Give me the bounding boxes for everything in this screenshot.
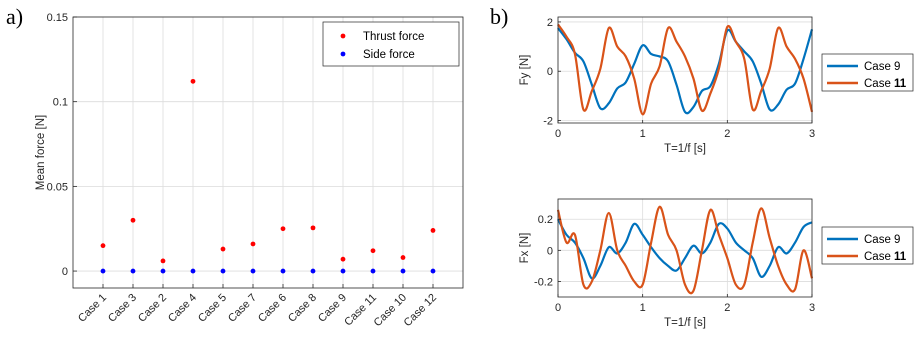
data-point-thrust-force <box>190 78 196 84</box>
data-point-side-force <box>190 268 196 274</box>
x-tick-label: Case 6 <box>256 292 289 325</box>
data-point-side-force <box>280 268 286 274</box>
x-tick-label: 2 <box>724 128 730 140</box>
y-tick-label: 0 <box>547 245 553 257</box>
data-point-side-force <box>220 268 226 274</box>
data-point-thrust-force <box>310 225 316 231</box>
legend-box <box>821 226 914 265</box>
legend-label-number: 9 <box>894 61 900 73</box>
x-tick-label: 1 <box>640 302 646 314</box>
x-tick-label: 3 <box>809 128 815 140</box>
legend-marker <box>340 51 346 57</box>
data-point-thrust-force <box>160 258 166 264</box>
x-axis-label: T=1/f [s] <box>664 317 706 329</box>
data-point-thrust-force <box>430 228 436 233</box>
data-point-side-force <box>370 268 376 274</box>
legend-box-a <box>322 21 460 67</box>
axes-frame <box>557 198 813 298</box>
series-line-case-11 <box>557 23 814 116</box>
legend-label-case-11: Case 11 <box>864 78 907 90</box>
data-point-thrust-force <box>130 217 136 223</box>
data-point-side-force <box>340 268 346 274</box>
y-axis-label: Fx [N] <box>519 233 531 264</box>
data-point-thrust-force <box>250 241 256 247</box>
x-tick-label: Case 3 <box>106 292 139 325</box>
legend-label-number: 11 <box>894 78 907 90</box>
data-point-side-force <box>400 268 406 274</box>
data-point-thrust-force <box>220 246 226 252</box>
panel-label-a: a) <box>6 4 23 29</box>
y-tick-label: 0.2 <box>538 214 553 226</box>
y-tick-label: 0 <box>62 266 68 278</box>
legend-label-prefix: Case <box>864 251 894 263</box>
x-tick-label: Case 2 <box>136 292 169 325</box>
legend-label-number: 9 <box>894 234 900 246</box>
panel-label-b: b) <box>490 4 508 29</box>
x-tick-label: Case 5 <box>196 292 229 325</box>
series-line-case-9 <box>557 218 813 280</box>
data-point-side-force <box>250 268 256 274</box>
axes-frame <box>557 16 813 124</box>
data-point-thrust-force <box>400 255 406 260</box>
y-tick-label: 0 <box>547 66 553 78</box>
x-tick-label: Case 8 <box>286 292 319 325</box>
x-tick-label: Case 12 <box>402 292 439 329</box>
axes-frame-a <box>72 16 464 289</box>
y-tick-label: 0.05 <box>47 181 68 193</box>
x-tick-label: 1 <box>640 128 646 140</box>
series-line-case-11 <box>556 205 814 295</box>
legend-label-case-11: Case 11 <box>864 251 907 263</box>
y-tick-label: 0.15 <box>47 12 68 24</box>
series-line-case-9 <box>557 27 814 115</box>
data-point-side-force <box>130 268 136 274</box>
legend-label-prefix: Case <box>864 234 894 246</box>
x-tick-label: Case 7 <box>226 292 259 325</box>
legend-label-case-9: Case 9 <box>864 234 900 246</box>
legend-label-case-9: Case 9 <box>864 61 900 73</box>
y-tick-label: 0.1 <box>53 97 68 109</box>
legend-label: Thrust force <box>363 31 424 43</box>
data-point-side-force <box>100 268 106 274</box>
legend-box <box>821 53 914 92</box>
y-axis-label: Fy [N] <box>519 55 531 86</box>
x-tick-label: 2 <box>724 302 730 314</box>
legend-label-number: 11 <box>894 251 907 263</box>
x-axis-label: T=1/f [s] <box>664 143 706 155</box>
data-point-thrust-force <box>280 226 286 232</box>
y-axis-label: Mean force [N] <box>35 115 47 190</box>
x-tick-label: Case 4 <box>166 292 199 325</box>
x-tick-label: 0 <box>555 128 561 140</box>
y-tick-label: 2 <box>547 17 553 29</box>
data-point-side-force <box>310 268 316 274</box>
legend-label-prefix: Case <box>864 61 894 73</box>
y-tick-label: -2 <box>543 116 553 128</box>
y-tick-label: -0.2 <box>534 276 553 288</box>
legend-marker <box>340 33 346 39</box>
plot-area <box>558 17 812 123</box>
x-tick-label: Case 1 <box>76 292 109 325</box>
data-point-thrust-force <box>100 243 106 249</box>
legend-label-prefix: Case <box>864 78 894 90</box>
x-tick-label: 3 <box>809 302 815 314</box>
data-point-thrust-force <box>340 256 346 262</box>
x-tick-label: 0 <box>555 302 561 314</box>
data-point-thrust-force <box>370 248 376 254</box>
legend-label: Side force <box>363 49 415 61</box>
data-point-side-force <box>430 268 436 274</box>
data-point-side-force <box>160 268 166 274</box>
